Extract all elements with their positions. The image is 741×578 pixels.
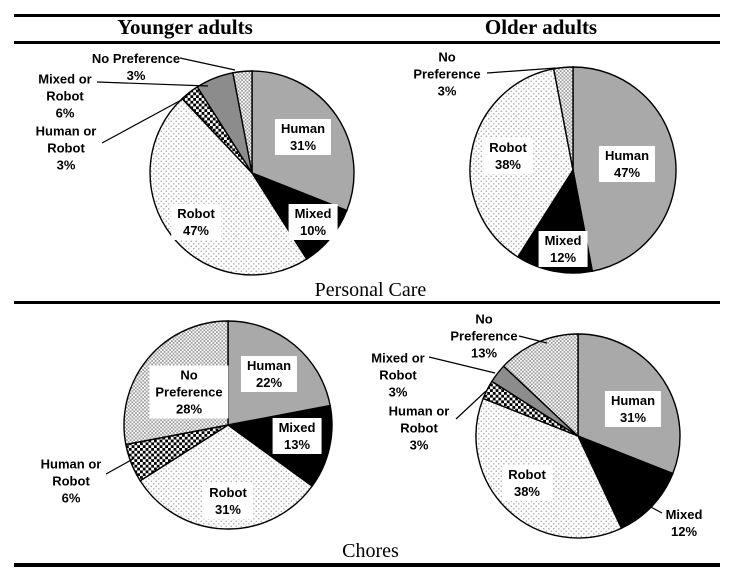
leader-line-older-adults-chores-mixed bbox=[646, 504, 663, 514]
pie-slice-younger-adults-chores-robot bbox=[139, 424, 314, 530]
pie-label-line: 22% bbox=[255, 375, 283, 390]
pie-label-line: Robot bbox=[400, 420, 438, 436]
pie-label-older-adults-chores-mixed-or-robot: Mixed or Robot 3% bbox=[371, 350, 424, 401]
leader-lines-layer bbox=[96, 57, 663, 514]
leader-line-older-adults-chores-no-preference bbox=[518, 335, 548, 344]
pie-label-line: Human or bbox=[388, 403, 450, 419]
leader-line-younger-adults-personal-care-human-or-robot bbox=[101, 97, 186, 144]
pie-label-line: 3% bbox=[409, 437, 429, 453]
pie-label-younger-adults-personal-care-human: Human 31% bbox=[274, 119, 332, 155]
pie-label-line: Mixed bbox=[665, 507, 703, 522]
pie-label-line: Mixed or bbox=[371, 350, 425, 366]
pie-label-line: 3% bbox=[126, 68, 146, 83]
pie-label-older-adults-chores-no-preference: No Preference 13% bbox=[450, 311, 517, 362]
pie-label-line: 13% bbox=[283, 437, 311, 452]
pie-label-line: No bbox=[438, 49, 456, 65]
leader-line-older-adults-chores-mixed-or-robot bbox=[428, 356, 496, 374]
pie-label-line: Mixed or bbox=[38, 71, 92, 87]
leader-line-older-adults-chores-human-or-robot bbox=[455, 390, 487, 420]
pie-label-line: 47% bbox=[613, 165, 641, 180]
pie-label-line: Robot bbox=[177, 206, 215, 221]
pie-label-line: Preference bbox=[155, 384, 223, 400]
pie-label-younger-adults-chores-mixed: Mixed 13% bbox=[272, 418, 322, 454]
column-header-older-adults: Older adults bbox=[484, 15, 598, 39]
row-caption-chores: Chores bbox=[342, 540, 399, 562]
pie-label-line: No bbox=[180, 367, 198, 383]
horizontal-rule-middle bbox=[14, 301, 720, 304]
pie-label-older-adults-chores-human-or-robot: Human or Robot 3% bbox=[389, 403, 450, 454]
pie-label-line: No Preference bbox=[91, 51, 181, 66]
pie-label-line: 12% bbox=[549, 250, 577, 265]
pie-slice-younger-adults-personal-care-no-preference bbox=[232, 70, 253, 174]
leader-line-younger-adults-personal-care-mixed-or-robot bbox=[96, 81, 209, 87]
pie-label-line: Robot bbox=[489, 140, 527, 155]
pie-label-older-adults-chores-robot: Robot 38% bbox=[502, 465, 552, 501]
pie-label-line: Human bbox=[604, 148, 650, 163]
pie-label-line: Human or bbox=[40, 456, 102, 472]
pie-label-line: Human bbox=[246, 358, 292, 373]
pie-slice-older-adults-chores-no-preference bbox=[502, 333, 579, 438]
leader-line-older-adults-personal-care-no-preference bbox=[486, 67, 557, 74]
pie-label-line: Preference bbox=[450, 328, 518, 344]
horizontal-rule-below-headers bbox=[14, 41, 720, 44]
horizontal-rule-bottom bbox=[14, 563, 720, 567]
pie-label-line: 6% bbox=[55, 105, 75, 121]
pie-label-line: 3% bbox=[437, 83, 457, 99]
pie-label-older-adults-chores-human: Human 31% bbox=[604, 391, 662, 427]
pie-label-line: Human bbox=[610, 393, 656, 408]
pie-label-line: Robot bbox=[52, 473, 90, 489]
pie-label-line: 31% bbox=[214, 502, 242, 517]
pie-label-younger-adults-chores-human: Human 22% bbox=[240, 356, 298, 392]
pie-label-line: Human or bbox=[35, 123, 97, 139]
pie-label-older-adults-personal-care-robot: Robot 38% bbox=[483, 138, 533, 174]
pie-label-younger-adults-personal-care-no-preference: No Preference 3% bbox=[92, 50, 180, 84]
row-caption-personal-care: Personal Care bbox=[314, 279, 427, 301]
pie-label-line: 10% bbox=[299, 223, 327, 238]
pie-label-older-adults-personal-care-human: Human 47% bbox=[598, 146, 656, 182]
pie-slice-older-adults-chores-mixed bbox=[576, 434, 674, 530]
pie-label-line: Human bbox=[280, 121, 326, 136]
pie-label-line: Robot bbox=[508, 467, 546, 482]
pie-label-older-adults-chores-mixed: Mixed 12% bbox=[666, 506, 703, 540]
pie-label-younger-adults-chores-robot: Robot 31% bbox=[203, 483, 253, 519]
pie-label-younger-adults-personal-care-mixed: Mixed 10% bbox=[288, 204, 338, 240]
pie-label-line: Mixed bbox=[294, 206, 332, 221]
pie-label-line: 6% bbox=[61, 490, 81, 506]
pie-label-line: 12% bbox=[670, 524, 698, 539]
pie-label-line: 3% bbox=[388, 384, 408, 400]
pie-label-line: 38% bbox=[494, 157, 522, 172]
pie-label-line: Mixed bbox=[278, 420, 316, 435]
pie-label-line: 47% bbox=[182, 223, 210, 238]
horizontal-rule-top bbox=[14, 14, 720, 17]
pie-label-line: Mixed bbox=[544, 233, 582, 248]
pie-slice-older-adults-personal-care-no-preference bbox=[552, 66, 574, 171]
pie-label-older-adults-personal-care-no-preference: No Preference 3% bbox=[413, 49, 480, 100]
pie-label-line: Robot bbox=[46, 88, 84, 104]
pie-label-older-adults-personal-care-mixed: Mixed 12% bbox=[538, 231, 588, 267]
leader-line-younger-adults-chores-human-or-robot bbox=[105, 458, 134, 475]
pie-label-line: Preference bbox=[413, 66, 481, 82]
pie-label-line: No bbox=[475, 311, 493, 327]
pie-label-line: 38% bbox=[513, 484, 541, 499]
pie-label-younger-adults-chores-no-preference: No Preference 28% bbox=[149, 365, 229, 419]
pie-label-younger-adults-personal-care-mixed-or-robot: Mixed or Robot 6% bbox=[38, 71, 91, 122]
leader-line-younger-adults-personal-care-no-preference bbox=[179, 57, 236, 71]
pie-label-line: 31% bbox=[619, 410, 647, 425]
pie-label-line: Robot bbox=[379, 367, 417, 383]
pie-label-line: 13% bbox=[470, 345, 498, 361]
pie-label-line: Robot bbox=[47, 140, 85, 156]
pie-label-younger-adults-personal-care-robot: Robot 47% bbox=[171, 204, 221, 240]
column-header-younger-adults: Younger adults bbox=[117, 15, 253, 39]
pie-label-younger-adults-personal-care-human-or-robot: Human or Robot 3% bbox=[36, 123, 97, 174]
pie-label-line: Robot bbox=[209, 485, 247, 500]
pie-label-younger-adults-chores-human-or-robot: Human or Robot 6% bbox=[41, 456, 102, 507]
pie-label-line: 31% bbox=[289, 138, 317, 153]
pie-label-line: 3% bbox=[56, 157, 76, 173]
pie-label-line: 28% bbox=[175, 401, 203, 417]
